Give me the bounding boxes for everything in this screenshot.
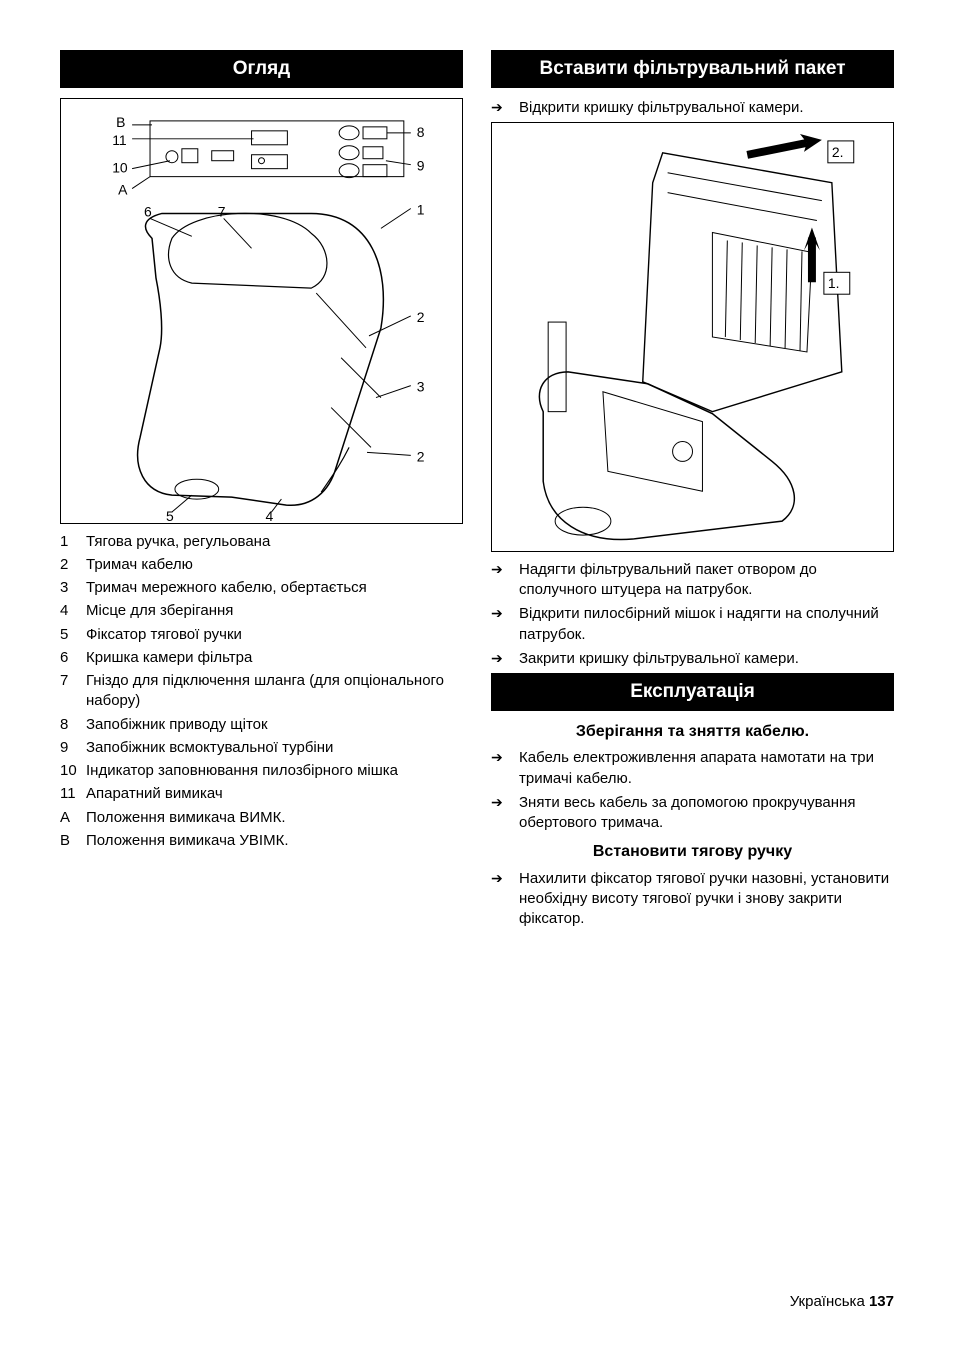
svg-text:10: 10 [112,159,128,175]
steps-before-diagram: ➔Відкрити кришку фільтрувальної камери. [491,98,894,118]
svg-text:9: 9 [417,157,425,173]
legend-num: 11 [60,784,86,804]
svg-text:B: B [116,114,125,130]
svg-text:11: 11 [112,131,127,147]
legend-num: 6 [60,648,86,668]
svg-text:7: 7 [218,203,226,219]
step-text: Закрити кришку фільтрувальної камери. [519,649,894,669]
subheading-handle: Встановити тягову ручку [491,841,894,863]
svg-text:2: 2 [417,448,425,464]
svg-text:6: 6 [144,203,152,219]
arrow-icon: ➔ [491,649,519,668]
overview-diagram: B 11 10 A 6 7 5 4 8 9 1 2 3 2 [60,98,463,524]
legend-text: Тримач мережного кабелю, обертається [86,578,463,598]
svg-text:3: 3 [417,378,425,394]
arrow-icon: ➔ [491,869,519,888]
step-text: Відкрити пилосбірний мішок і надягти на … [519,604,894,645]
heading-operation: Експлуатація [491,673,894,711]
overview-legend: 1Тягова ручка, регульована 2Тримач кабел… [60,532,463,852]
legend-text: Фіксатор тягової ручки [86,625,463,645]
footer-page-number: 137 [869,1293,894,1310]
svg-text:4: 4 [265,508,273,523]
legend-num: A [60,808,86,828]
svg-text:A: A [118,181,128,197]
legend-num: 8 [60,715,86,735]
svg-text:8: 8 [417,123,425,139]
steps-cable: ➔Кабель електроживлення апарата намотати… [491,748,894,833]
svg-text:2: 2 [417,309,425,325]
legend-num: B [60,831,86,851]
legend-text: Індикатор заповнювання пилозбірного мішк… [86,761,463,781]
legend-num: 4 [60,601,86,621]
heading-overview: Огляд [60,50,463,88]
heading-insert-filter: Вставити фільтрувальний пакет [491,50,894,88]
steps-handle: ➔Нахилити фіксатор тягової ручки назовні… [491,869,894,930]
arrow-icon: ➔ [491,748,519,767]
legend-text: Апаратний вимикач [86,784,463,804]
step-text: Кабель електроживлення апарата намотати … [519,748,894,789]
legend-num: 5 [60,625,86,645]
arrow-icon: ➔ [491,793,519,812]
legend-num: 2 [60,555,86,575]
svg-text:5: 5 [166,508,174,523]
page-footer: Українська 137 [790,1292,894,1312]
legend-num: 7 [60,671,86,691]
step-text: Відкрити кришку фільтрувальної камери. [519,98,894,118]
legend-text: Кришка камери фільтра [86,648,463,668]
footer-language: Українська [790,1293,865,1310]
arrow-icon: ➔ [491,98,519,117]
legend-text: Тримач кабелю [86,555,463,575]
arrow-icon: ➔ [491,604,519,623]
legend-text: Тягова ручка, регульована [86,532,463,552]
diagram-label-1: 1. [828,275,840,291]
legend-num: 1 [60,532,86,552]
svg-text:1: 1 [417,201,425,217]
subheading-cable: Зберігання та зняття кабелю. [491,721,894,743]
legend-num: 10 [60,761,86,781]
diagram-label-2: 2. [832,144,844,160]
filter-diagram: 2. 1. [491,122,894,552]
arrow-icon: ➔ [491,560,519,579]
legend-text: Запобіжник всмоктувальної турбіни [86,738,463,758]
legend-text: Місце для зберігання [86,601,463,621]
legend-text: Запобіжник приводу щіток [86,715,463,735]
legend-text: Положення вимикача ВИМК. [86,808,463,828]
legend-text: Положення вимикача УВІМК. [86,831,463,851]
legend-num: 9 [60,738,86,758]
step-text: Нахилити фіксатор тягової ручки назовні,… [519,869,894,930]
step-text: Зняти весь кабель за допомогою прокручув… [519,793,894,834]
step-text: Надягти фільтрувальний пакет отвором до … [519,560,894,601]
legend-text: Гніздо для підключення шланга (для опціо… [86,671,463,712]
legend-num: 3 [60,578,86,598]
steps-after-diagram: ➔Надягти фільтрувальний пакет отвором до… [491,560,894,669]
